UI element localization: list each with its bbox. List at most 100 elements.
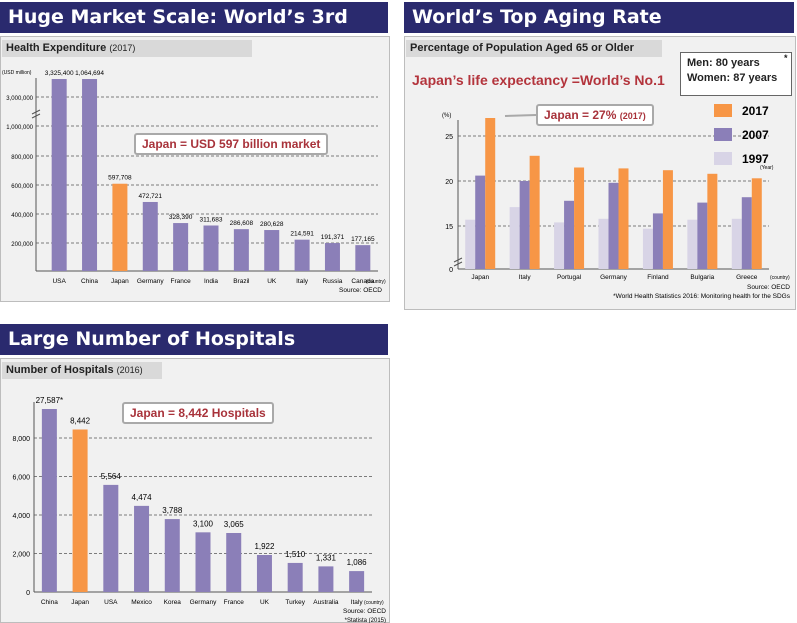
bar-value-label: 472,721 bbox=[139, 193, 163, 200]
bar-value-label: 1,086 bbox=[347, 558, 368, 567]
aging-banner: World’s Top Aging Rate bbox=[404, 2, 794, 33]
bar-japan bbox=[112, 183, 128, 271]
bar-finland-2007 bbox=[652, 213, 663, 269]
reference-note: *Statista (2015) bbox=[345, 618, 386, 623]
bar-japan-2007 bbox=[475, 175, 486, 269]
market-subtitle: Health Expenditure (2017) bbox=[2, 40, 252, 57]
x-tick-label: Italy bbox=[519, 274, 532, 281]
reference-note: *World Health Statistics 2016: Monitorin… bbox=[613, 293, 791, 300]
legend-swatch-1997 bbox=[714, 152, 732, 165]
source-note: Source: OECD bbox=[343, 608, 386, 615]
bar-uk bbox=[256, 555, 272, 592]
bar-value-label: 3,065 bbox=[224, 520, 245, 529]
x-tick-label: Russia bbox=[323, 278, 343, 285]
aging-callout: Japan = 27% (2017) bbox=[536, 104, 654, 126]
bar-mexico bbox=[134, 505, 150, 592]
source-note: Source: OECD bbox=[339, 287, 382, 294]
bar-italy-2017 bbox=[529, 155, 540, 269]
bar-china bbox=[41, 409, 57, 592]
bar-value-label: 328,390 bbox=[169, 214, 193, 221]
y-tick-label: 200,000 bbox=[11, 242, 33, 248]
x-tick-label: Italy bbox=[296, 278, 309, 285]
bar-value-label: 280,628 bbox=[260, 221, 284, 228]
bar-greece-2007 bbox=[741, 197, 752, 269]
bar-japan bbox=[72, 429, 88, 592]
market-subtitle-year: (2017) bbox=[109, 43, 136, 53]
x-tick-label: China bbox=[41, 599, 58, 606]
bar-japan-1997 bbox=[465, 219, 476, 269]
bar-india bbox=[203, 225, 219, 271]
bar-value-label: 1,331 bbox=[316, 553, 337, 562]
x-tick-label: Portugal bbox=[557, 274, 582, 281]
bar-italy bbox=[349, 571, 365, 592]
bar-russia bbox=[324, 243, 340, 271]
x-tick-label: Japan bbox=[471, 274, 489, 281]
y-tick-label: 20 bbox=[445, 179, 453, 186]
hospitals-subtitle-text: Number of Hospitals bbox=[6, 364, 114, 376]
x-tick-label: Germany bbox=[600, 274, 627, 281]
hospitals-callout: Japan = 8,442 Hospitals bbox=[122, 402, 274, 424]
x-tick-label: Japan bbox=[71, 599, 89, 606]
bar-bulgaria-2017 bbox=[707, 173, 718, 269]
men-life-expectancy: Men: 80 years bbox=[687, 57, 760, 69]
bar-germany-2007 bbox=[608, 182, 619, 269]
bar-value-label: 1,064,694 bbox=[75, 70, 104, 77]
x-tick-label: Germany bbox=[190, 599, 217, 606]
bar-uk bbox=[264, 230, 280, 271]
bar-greece-2017 bbox=[751, 178, 762, 269]
y-tick-label: 1,000,000 bbox=[6, 125, 33, 131]
bar-value-label: 214,591 bbox=[290, 231, 314, 238]
y-tick-label: 800,000 bbox=[11, 155, 33, 161]
x-tick-label: Greece bbox=[736, 274, 758, 281]
aging-subtitle: Percentage of Population Aged 65 or Olde… bbox=[406, 40, 662, 57]
bar-china bbox=[82, 79, 98, 271]
x-tick-label: China bbox=[81, 278, 98, 285]
y-tick-label: 3,000,000 bbox=[6, 96, 33, 102]
bar-value-label: 286,608 bbox=[230, 220, 254, 227]
hospitals-subtitle-year: (2016) bbox=[116, 365, 143, 375]
callout-pointer bbox=[504, 114, 537, 117]
hospitals-panel: Large Number of Hospitals Number of Hosp… bbox=[0, 322, 392, 623]
bar-value-label: 4,474 bbox=[132, 493, 153, 502]
market-subtitle-text: Health Expenditure bbox=[6, 42, 107, 54]
bar-italy-2007 bbox=[519, 181, 530, 269]
y-tick-label: 25 bbox=[445, 134, 453, 141]
x-tick-label: Turkey bbox=[285, 599, 305, 606]
x-tick-label: Mexico bbox=[131, 599, 152, 606]
bar-greece-1997 bbox=[731, 218, 742, 269]
bar-value-label: 5,564 bbox=[101, 472, 122, 481]
bar-value-label: 3,788 bbox=[162, 506, 183, 515]
bar-value-label: 1,922 bbox=[254, 542, 275, 551]
bar-bulgaria-1997 bbox=[687, 219, 698, 269]
bar-value-label: 311,683 bbox=[199, 216, 222, 223]
x-tick-label: Japan bbox=[111, 278, 129, 285]
bar-germany bbox=[142, 201, 158, 271]
hospitals-subtitle: Number of Hospitals (2016) bbox=[2, 362, 162, 379]
y-tick-label: 600,000 bbox=[11, 184, 33, 190]
x-tick-label: USA bbox=[104, 599, 118, 606]
x-tick-label: Canada bbox=[351, 278, 374, 285]
life-expectancy-box: Men: 80 years Women: 87 years bbox=[680, 52, 792, 96]
x-axis-unit: (country) bbox=[364, 600, 384, 606]
bar-value-label: 8,442 bbox=[70, 416, 91, 425]
x-axis-unit: (country) bbox=[366, 279, 386, 285]
legend-label-2017: 2017 bbox=[742, 104, 769, 118]
bar-brazil bbox=[233, 229, 249, 271]
women-life-expectancy: Women: 87 years bbox=[687, 72, 778, 84]
bar-finland-1997 bbox=[642, 228, 653, 269]
bar-france bbox=[173, 223, 189, 271]
x-tick-label: Italy bbox=[351, 599, 364, 606]
source-note: Source: OECD bbox=[747, 284, 790, 291]
y-tick-label: 4,000 bbox=[12, 513, 30, 520]
x-tick-label: Brazil bbox=[233, 278, 250, 285]
bar-usa bbox=[51, 79, 67, 271]
y-tick-label: 2,000 bbox=[12, 552, 30, 559]
x-tick-label: Australia bbox=[313, 599, 339, 606]
legend-label-2007: 2007 bbox=[742, 128, 769, 142]
bar-usa bbox=[103, 484, 119, 592]
x-tick-label: France bbox=[171, 278, 192, 285]
y-tick-label: 0 bbox=[449, 267, 453, 274]
life-expectancy-note-mark: * bbox=[784, 53, 788, 63]
x-tick-label: Finland bbox=[647, 274, 669, 281]
y-tick-label: 400,000 bbox=[11, 213, 33, 219]
